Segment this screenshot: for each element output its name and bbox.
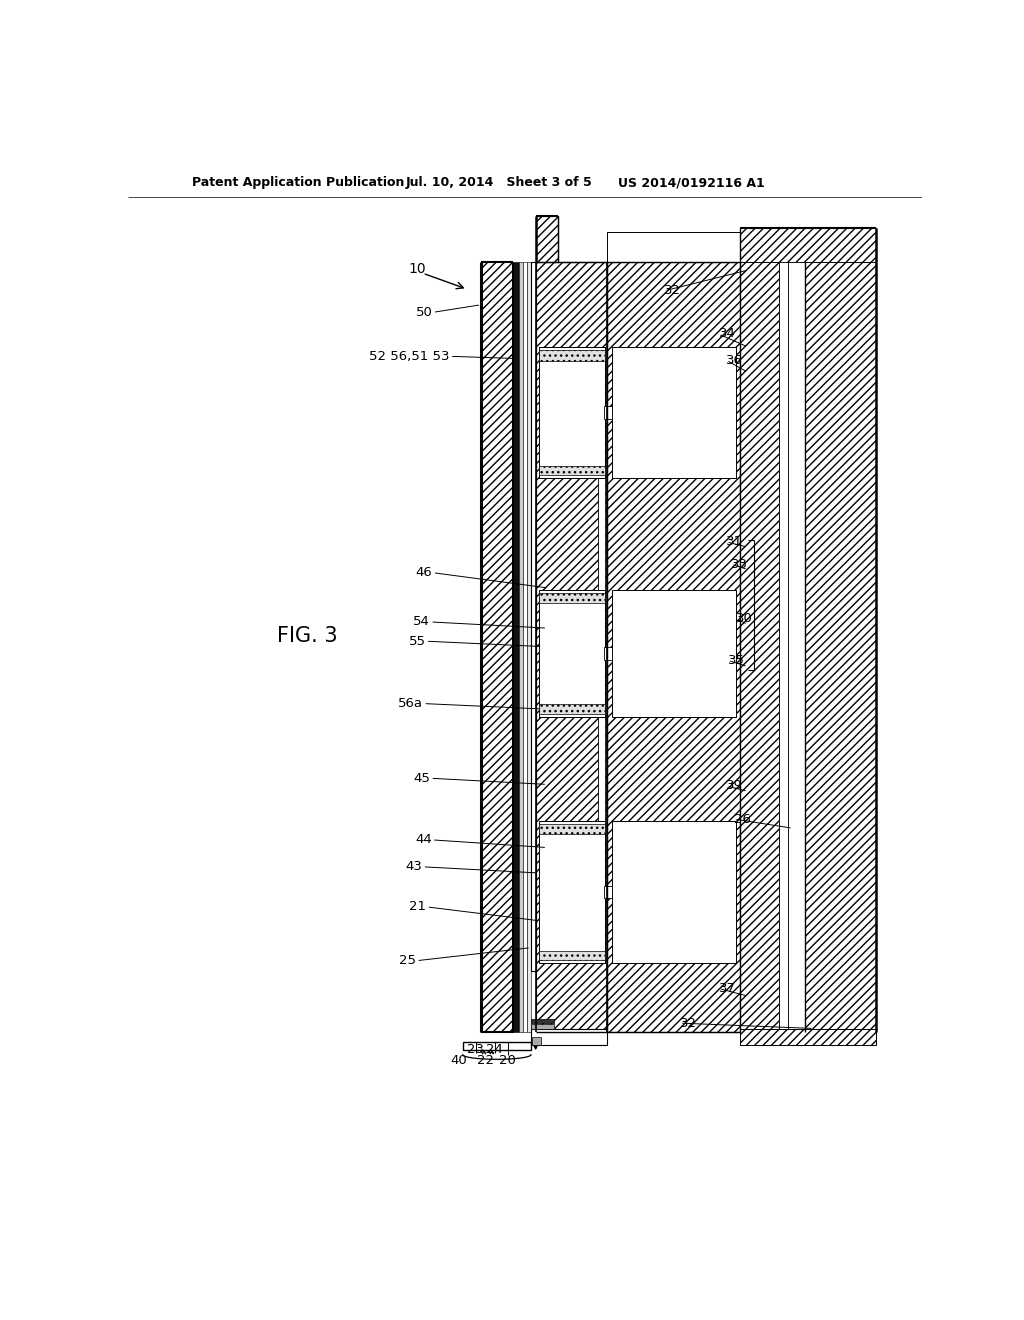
Text: 40: 40 <box>450 1055 467 1068</box>
Text: Patent Application Publication: Patent Application Publication <box>193 176 404 189</box>
Bar <box>539 705 604 714</box>
Bar <box>513 263 518 1032</box>
Bar <box>598 478 604 590</box>
Bar <box>463 1041 531 1051</box>
Bar <box>518 263 523 1032</box>
Bar <box>531 1028 607 1045</box>
Text: 50: 50 <box>416 306 432 319</box>
Text: 34: 34 <box>719 327 735 341</box>
Text: 20: 20 <box>500 1055 516 1068</box>
Bar <box>604 407 611 418</box>
Text: FIG. 3: FIG. 3 <box>278 626 338 645</box>
Bar <box>539 466 604 475</box>
Bar <box>740 263 779 1032</box>
Bar <box>527 263 531 1032</box>
Text: 36: 36 <box>726 354 743 367</box>
Bar <box>607 231 740 263</box>
Text: 10: 10 <box>409 261 426 276</box>
Bar <box>604 647 611 660</box>
Text: 35: 35 <box>728 653 744 667</box>
Bar <box>531 1019 554 1023</box>
Text: 39: 39 <box>726 779 743 792</box>
Bar <box>539 821 604 964</box>
Bar <box>604 886 611 899</box>
Text: Jul. 10, 2014   Sheet 3 of 5: Jul. 10, 2014 Sheet 3 of 5 <box>406 176 592 189</box>
Bar <box>607 263 740 1032</box>
Bar <box>531 1038 541 1044</box>
Bar <box>611 590 735 717</box>
Text: 30: 30 <box>735 612 753 626</box>
Bar <box>531 1024 554 1028</box>
Bar <box>539 590 604 717</box>
Text: 22: 22 <box>477 1055 494 1068</box>
Text: 33: 33 <box>731 557 748 570</box>
Text: 31: 31 <box>726 536 743 548</box>
Bar <box>539 824 604 834</box>
Text: 44: 44 <box>415 833 432 846</box>
Bar <box>539 347 604 478</box>
Bar <box>523 263 527 1032</box>
Text: 52 56,51 53: 52 56,51 53 <box>369 350 450 363</box>
Text: 37: 37 <box>719 982 735 995</box>
Bar <box>598 717 604 821</box>
Text: 32: 32 <box>680 1016 696 1030</box>
Text: 32: 32 <box>665 284 681 297</box>
Text: 54: 54 <box>414 615 430 628</box>
Bar <box>805 263 876 1032</box>
Text: 46: 46 <box>416 566 432 579</box>
Bar <box>611 347 735 478</box>
Text: 25: 25 <box>399 954 417 968</box>
Bar <box>788 263 805 1032</box>
Bar <box>539 593 604 603</box>
Text: 26: 26 <box>734 813 751 825</box>
Bar <box>537 263 607 1032</box>
Bar <box>481 263 513 1032</box>
Text: US 2014/0192116 A1: US 2014/0192116 A1 <box>617 176 765 189</box>
Bar <box>537 216 558 263</box>
Bar <box>779 263 788 1032</box>
Text: 21: 21 <box>410 900 426 913</box>
Text: 24: 24 <box>486 1043 503 1056</box>
Bar <box>539 950 604 960</box>
Bar <box>531 263 537 970</box>
Text: 56a: 56a <box>398 697 423 710</box>
Bar <box>611 821 735 964</box>
Text: 55: 55 <box>409 635 426 648</box>
Text: 23: 23 <box>468 1043 484 1056</box>
Bar <box>740 227 876 263</box>
Text: 43: 43 <box>406 861 423 874</box>
Bar <box>740 1028 876 1045</box>
Text: 45: 45 <box>414 772 430 785</box>
Bar <box>539 350 604 360</box>
